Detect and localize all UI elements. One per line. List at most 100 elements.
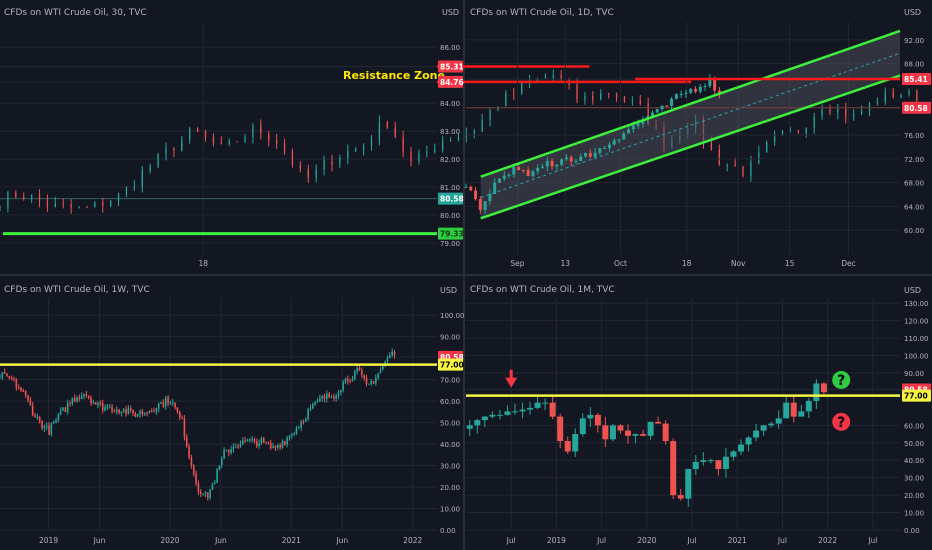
candle [146,412,148,414]
candle [181,417,183,419]
y-tick-label: 40.00 [440,441,460,449]
x-tick-label: 2022 [818,536,837,545]
panel-1d-chart[interactable]: CFDs on WTI Crude Oil, 1D, TVC USD 92.00… [464,8,932,268]
candle [497,106,499,111]
y-tick-label: 72.00 [904,156,924,164]
candle [66,403,69,413]
candle [489,414,496,417]
candle [481,416,488,421]
candle [197,483,200,492]
candle [213,482,216,485]
candle [617,425,624,431]
candle [534,402,541,408]
y-tick-label: 30.00 [904,475,924,483]
candle [340,390,342,393]
candle [309,408,312,410]
candle [511,411,518,413]
candle [45,425,48,427]
candle [94,402,97,405]
x-tick-label: 2019 [547,536,566,545]
candle [244,136,246,143]
x-tick-label: 18 [198,259,208,268]
candle [694,88,698,92]
candle [753,430,760,438]
candle [386,122,388,128]
candle [86,206,88,208]
candle [592,96,594,100]
candle [617,139,621,141]
candle [328,393,330,398]
candle [365,377,368,384]
candle [790,402,797,417]
candle [418,153,420,162]
candle [607,93,610,95]
question-mark-icon [832,412,851,431]
candle [183,418,186,438]
candle [10,378,13,380]
candle [361,370,363,375]
y-tick-label: 120.00 [904,318,929,326]
candle [307,409,309,420]
price-badge-label: 84.76 [440,78,464,87]
candle [773,133,776,142]
candle [228,141,230,144]
candle [837,108,839,113]
price-badge-label: 80.58 [904,104,928,113]
candle [291,150,294,165]
candle [62,203,64,205]
x-tick-label: Nov [731,259,746,268]
candle [685,468,692,499]
y-tick-label: 40.00 [904,457,924,465]
candle [148,410,151,413]
candle [892,91,894,98]
candle [196,128,199,132]
x-tick-label: 2022 [403,536,422,545]
candle [333,396,335,399]
candle [722,456,729,469]
candle [355,149,357,152]
candle [579,418,586,435]
candle [315,169,317,178]
candle [627,129,631,134]
candle [536,78,539,82]
candle [805,127,807,134]
candle [211,484,214,490]
candle [48,425,50,435]
candle [162,402,165,407]
candle [57,414,60,421]
candle [342,382,344,391]
price-badge-label: 85.41 [904,75,928,84]
panel-1w-chart[interactable]: CFDs on WTI Crude Oil, 1W, TVC USD 100.0… [0,285,465,545]
candle [466,425,473,429]
candle [512,167,516,175]
candle [569,157,573,162]
candle [155,408,158,412]
candle [379,369,382,374]
candle [239,444,242,447]
candle [279,444,281,448]
candle [253,438,256,442]
candle [394,127,396,138]
candle [62,407,64,411]
candle [54,203,56,208]
candle [703,86,707,88]
candle [489,110,491,121]
candle [526,170,530,176]
candle [517,167,521,171]
candle [700,460,707,462]
panel-title: CFDs on WTI Crude Oil, 30, TVC [4,8,147,18]
currency-label: USD [440,286,457,295]
candle [129,408,132,410]
question-mark-label: ? [837,373,845,389]
candle [69,403,71,405]
candle [710,142,713,150]
candle [564,157,568,160]
candle [133,187,136,189]
y-tick-label: 10.00 [904,510,924,518]
x-tick-label: Sep [510,259,524,268]
candle [624,430,631,436]
panel-1m-chart[interactable]: CFDs on WTI Crude Oil, 1M, TVC USD 130.0… [466,285,931,545]
currency-label: USD [904,8,921,17]
candle [260,438,263,444]
candle [104,407,106,411]
